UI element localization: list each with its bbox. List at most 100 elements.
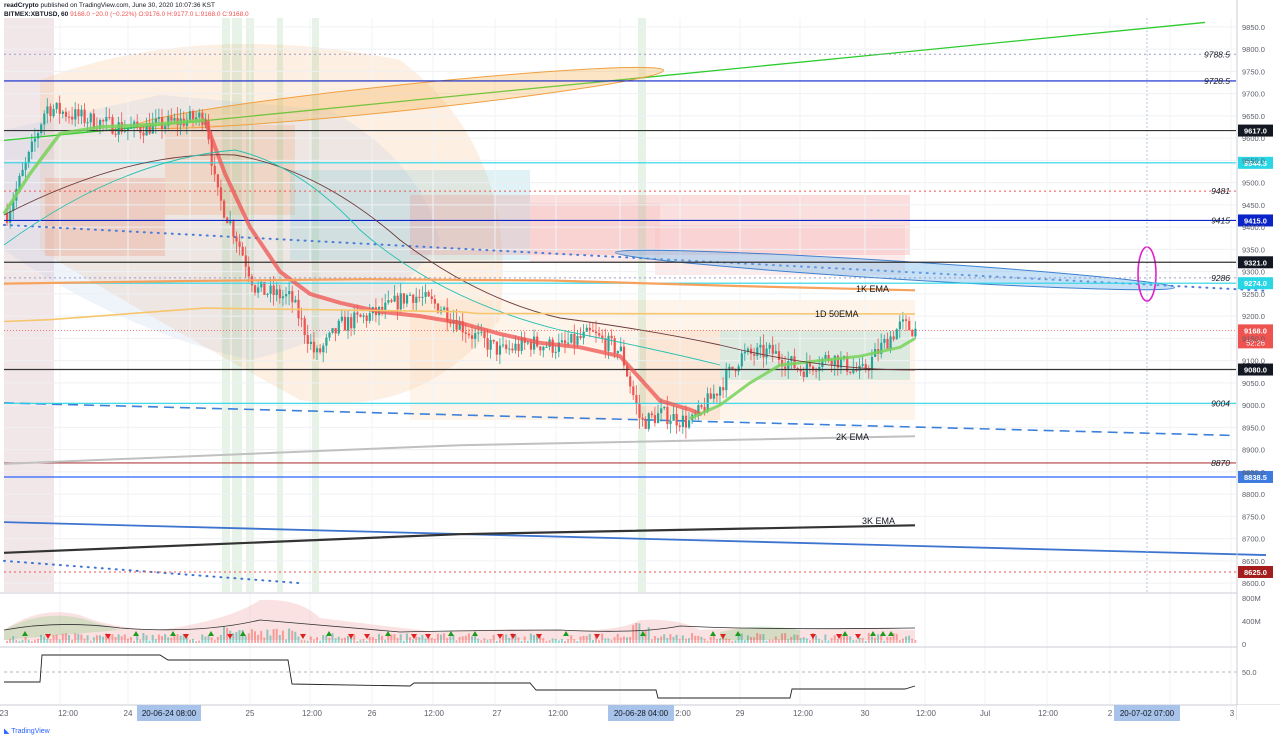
axis-corner xyxy=(1237,705,1280,722)
price-tick-label: 9100.0 xyxy=(1242,357,1265,366)
volume-bar xyxy=(678,638,681,643)
candle-down xyxy=(777,351,781,361)
shaded-zone xyxy=(4,18,54,592)
volume-bar xyxy=(756,633,759,643)
sell-marker-icon xyxy=(45,634,51,639)
candle-up xyxy=(384,302,387,312)
volume-bar xyxy=(356,640,359,643)
candle-down xyxy=(911,330,914,337)
volume-bar xyxy=(864,640,867,643)
publisher-name: readCrypto xyxy=(4,2,39,9)
volume-bar xyxy=(291,630,294,643)
volume-bar xyxy=(192,638,194,643)
candle-up xyxy=(195,117,198,120)
volume-bar xyxy=(731,640,734,643)
volume-bar xyxy=(815,635,818,643)
sell-marker-icon xyxy=(497,634,503,639)
volume-bar xyxy=(557,640,560,643)
candle-down xyxy=(629,376,632,387)
volume-bar xyxy=(340,638,343,643)
price-tick-label: 9050.0 xyxy=(1242,379,1265,388)
price-tick-label: 8600.0 xyxy=(1242,579,1265,588)
volume-bar xyxy=(498,639,501,643)
volume-bar xyxy=(195,640,198,643)
volume-bar xyxy=(257,634,260,643)
volume-bar xyxy=(185,637,188,643)
volume-bar xyxy=(219,634,222,643)
candle-up xyxy=(725,370,728,391)
candle-down xyxy=(312,341,316,353)
ema-annotation: 1D 50EMA xyxy=(815,309,859,319)
candle-up xyxy=(18,175,21,189)
candle-down xyxy=(461,321,464,333)
candle-up xyxy=(198,112,201,118)
volume-bar xyxy=(74,633,77,643)
price-change: −20.0 (−0.22%) xyxy=(91,11,137,18)
buy-marker-icon xyxy=(448,631,454,636)
volume-bar xyxy=(520,640,523,643)
candle-up xyxy=(570,333,573,343)
volume-bar xyxy=(436,633,439,643)
volume-bar xyxy=(802,637,805,643)
sell-marker-icon xyxy=(810,634,816,639)
candle-up xyxy=(151,122,154,134)
candle-down xyxy=(626,365,629,377)
candle-up xyxy=(901,319,905,322)
candle-down xyxy=(223,200,226,218)
candle-down xyxy=(238,241,241,247)
candle-up xyxy=(883,338,886,343)
candle-up xyxy=(74,109,77,120)
candle-down xyxy=(905,319,908,321)
time-tick-label: 12:00 xyxy=(302,709,323,718)
buy-marker-icon xyxy=(710,631,716,636)
candle-up xyxy=(154,118,157,123)
sell-marker-icon xyxy=(105,634,111,639)
volume-bar xyxy=(796,634,799,643)
candle-down xyxy=(142,132,145,136)
candle-down xyxy=(601,335,604,339)
candle-up xyxy=(362,315,365,317)
volume-bar xyxy=(281,630,284,643)
volume-bar xyxy=(908,635,911,643)
volume-bar xyxy=(123,634,126,643)
candle-up xyxy=(914,328,917,337)
candle-down xyxy=(573,333,576,345)
candle-up xyxy=(157,117,161,119)
candle-up xyxy=(24,162,27,170)
price-badge xyxy=(1238,214,1273,227)
sell-marker-icon xyxy=(836,634,842,639)
volume-bar xyxy=(604,638,607,643)
candle-down xyxy=(753,353,756,356)
candle-up xyxy=(647,413,650,429)
candle-up xyxy=(508,348,511,350)
time-tick-label: 12:00 xyxy=(58,709,79,718)
ema-annotation: 1K EMA xyxy=(856,284,889,294)
candle-down xyxy=(750,348,753,354)
candle-down xyxy=(653,415,657,424)
candle-up xyxy=(560,340,564,343)
volume-bar xyxy=(719,638,721,643)
buy-marker-icon xyxy=(563,631,569,636)
candle-up xyxy=(740,353,743,367)
volume-bar xyxy=(505,634,508,643)
volume-bar xyxy=(133,640,136,643)
candle-up xyxy=(557,342,560,352)
candle-up xyxy=(316,348,319,353)
volume-bar xyxy=(449,636,452,643)
buy-marker-icon xyxy=(385,631,391,636)
volume-bar xyxy=(64,633,67,643)
volume-bar xyxy=(136,636,139,643)
tradingview-watermark: ◣ TradingView xyxy=(4,727,50,735)
candle-up xyxy=(294,299,297,303)
dashed-trendline xyxy=(3,402,1231,437)
candle-up xyxy=(852,369,855,373)
volume-bar xyxy=(914,640,917,643)
candle-down xyxy=(830,360,833,366)
candle-down xyxy=(846,356,849,372)
candle-down xyxy=(579,335,582,338)
candle-down xyxy=(864,364,867,370)
candle-up xyxy=(188,111,192,120)
volume-bar xyxy=(663,634,666,643)
sell-marker-icon xyxy=(227,634,233,639)
